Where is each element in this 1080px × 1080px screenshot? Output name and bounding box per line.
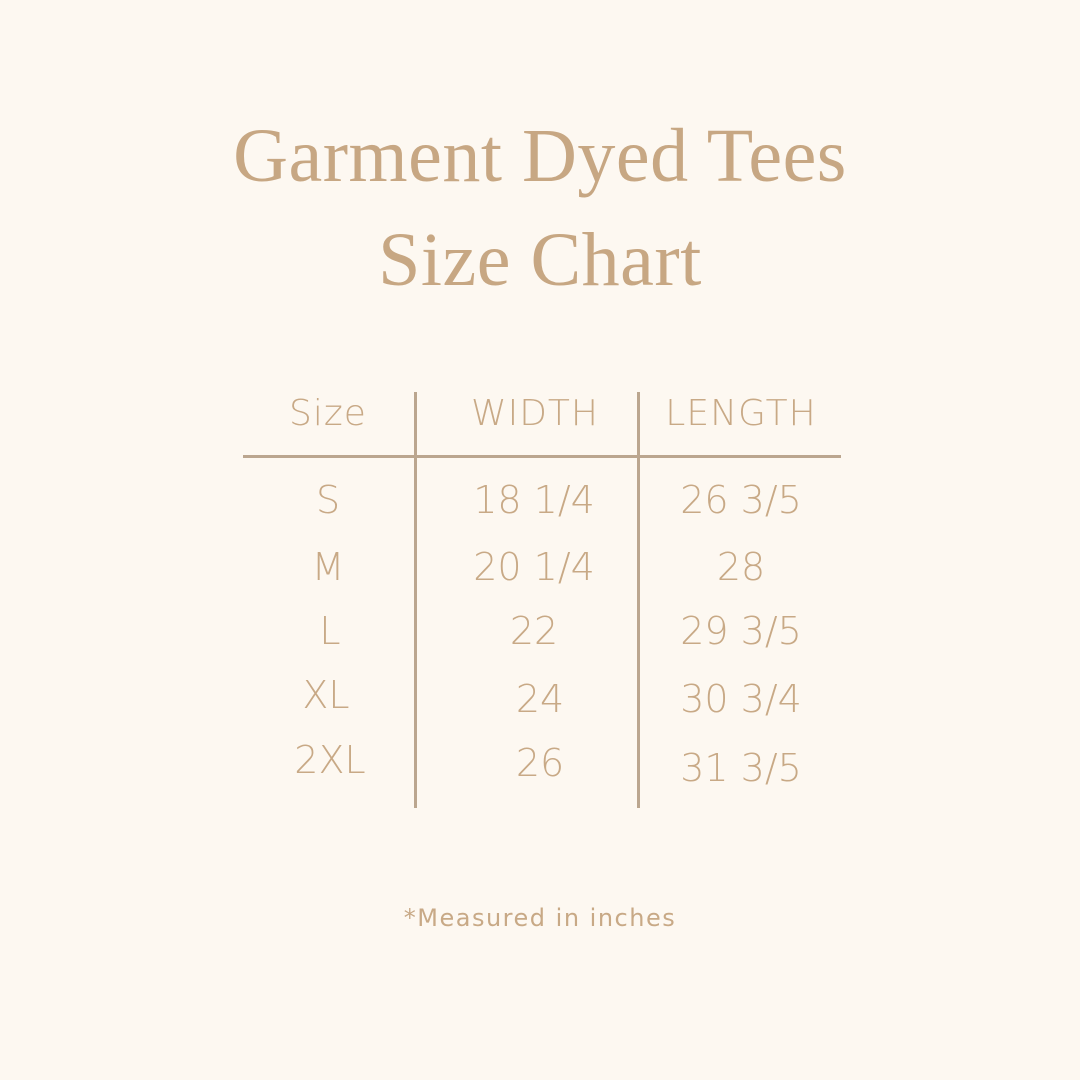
table-cell-width: 22 (509, 609, 559, 653)
table-cell-size: L (319, 609, 341, 653)
table-cell-length: 29 3/5 (680, 609, 802, 653)
table-cell-width: 18 1/4 (473, 478, 595, 522)
footnote: *Measured in inches (403, 904, 677, 932)
header-divider (243, 455, 841, 458)
table-cell-width: 24 (515, 677, 565, 721)
table-cell-width: 20 1/4 (473, 545, 595, 589)
table-cell-length: 26 3/5 (680, 478, 802, 522)
table-cell-size: S (315, 478, 341, 522)
table-cell-width: 26 (515, 741, 565, 785)
header-width: WIDTH (471, 393, 599, 434)
table-cell-length: 31 3/5 (680, 746, 802, 790)
table-cell-size: 2XL (294, 738, 366, 782)
table-cell-size: M (311, 545, 345, 589)
title-line-1: Garment Dyed Tees (233, 114, 847, 198)
table-cell-size: XL (302, 673, 350, 717)
title-line-2: Size Chart (378, 218, 702, 302)
table-cell-length: 30 3/4 (680, 677, 802, 721)
header-size: Size (289, 393, 367, 434)
column-divider-2 (637, 392, 640, 808)
table-cell-length: 28 (716, 545, 766, 589)
column-divider-1 (414, 392, 417, 808)
header-length: LENGTH (665, 393, 817, 434)
